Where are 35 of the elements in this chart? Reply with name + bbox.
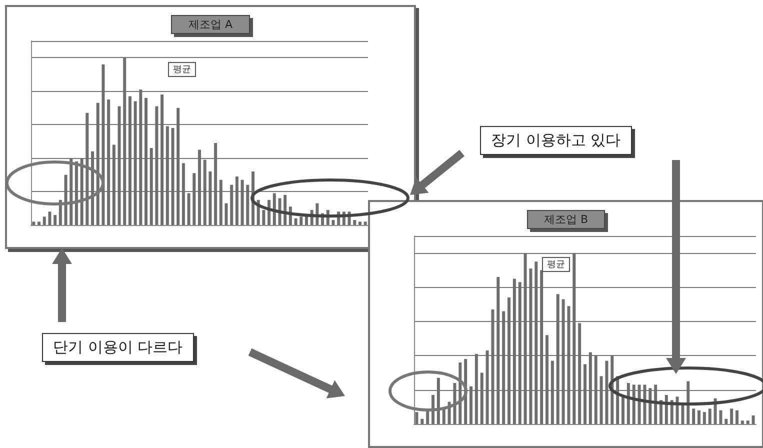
bar — [420, 418, 424, 424]
bar — [752, 415, 755, 424]
bar — [358, 222, 362, 225]
bar — [54, 214, 57, 225]
bar — [698, 410, 700, 424]
bar — [708, 408, 712, 424]
bar — [622, 394, 624, 424]
bar — [736, 410, 738, 424]
bar — [730, 408, 734, 424]
bar — [32, 222, 36, 225]
bar — [719, 410, 722, 424]
text: 단기 이용이 다르다 — [42, 333, 194, 362]
annotation: 평균 — [542, 257, 570, 272]
bar — [724, 418, 728, 424]
bar — [38, 222, 41, 225]
bar — [692, 408, 696, 424]
bar — [294, 218, 298, 225]
bar — [676, 396, 679, 424]
bar — [262, 210, 266, 225]
bar — [332, 220, 335, 225]
annotation: 평균 — [168, 62, 196, 77]
bar — [681, 403, 684, 424]
chart-title: 제조업 B — [526, 210, 606, 229]
bar — [442, 408, 446, 424]
bar — [740, 420, 744, 424]
bar — [300, 216, 303, 225]
bar — [353, 220, 356, 225]
bar — [702, 412, 706, 424]
bar — [224, 203, 228, 225]
text: 장기 이용하고 있다 — [480, 126, 632, 155]
chart-title: 제조업 A — [171, 15, 250, 34]
bar — [48, 212, 52, 225]
bar — [415, 412, 418, 424]
bar — [42, 216, 46, 225]
bar — [746, 420, 750, 424]
